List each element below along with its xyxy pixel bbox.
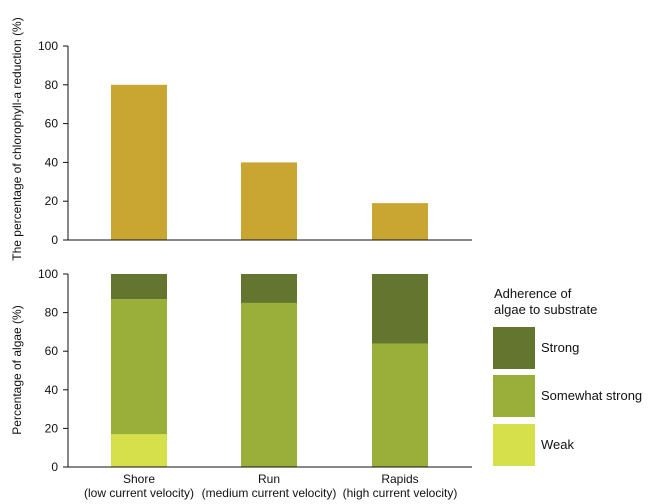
category-label: Rapids (381, 472, 418, 486)
bottom-y-axis-label: Percentage of algae (%) (10, 305, 24, 434)
y-tick-label: 20 (45, 421, 59, 435)
category-labels: Shore(low current velocity) Run(medium cu… (84, 472, 457, 500)
bar-segment-shore-somewhat-strong (111, 299, 167, 435)
bar-rapids (372, 203, 428, 240)
category-label: Shore (123, 472, 155, 486)
y-tick-label: 40 (45, 155, 59, 169)
category-label: Run (258, 472, 280, 486)
legend-title-line-2: algae to substrate (494, 302, 597, 317)
legend-label-somewhat-strong: Somewhat strong (541, 388, 642, 403)
bar-segment-rapids-strong (372, 274, 428, 344)
y-tick-label: 0 (51, 233, 58, 247)
bar-shore (111, 84, 167, 240)
chart-top: The percentage of chlorophyll-a reductio… (10, 17, 472, 261)
legend-label-strong: Strong (541, 340, 579, 355)
y-tick-label: 100 (38, 39, 58, 53)
bar-segment-shore-weak (111, 434, 167, 467)
legend-swatch-strong (493, 327, 535, 369)
bar-segment-run-somewhat-strong (241, 302, 297, 467)
category-sublabel: (medium current velocity) (202, 486, 337, 500)
bottom-bars (111, 274, 428, 467)
top-y-axis-label: The percentage of chlorophyll-a reductio… (10, 17, 24, 260)
top-y-ticks: 0 20 40 60 80 100 (38, 39, 68, 247)
y-tick-label: 60 (45, 117, 59, 131)
legend-title-line-1: Adherence of (494, 286, 572, 301)
y-tick-label: 20 (45, 194, 59, 208)
y-tick-label: 60 (45, 344, 59, 358)
legend-label-weak: Weak (541, 437, 574, 452)
y-tick-label: 100 (38, 267, 58, 281)
category-sublabel: (low current velocity) (84, 486, 194, 500)
legend-swatch-weak (493, 424, 535, 466)
category-sublabel: (high current velocity) (343, 486, 458, 500)
chart-bottom: Percentage of algae (%) 0 20 40 60 80 100 Sho… (10, 267, 472, 500)
y-tick-label: 80 (45, 306, 59, 320)
y-tick-label: 80 (45, 78, 59, 92)
bar-run (241, 162, 297, 240)
bar-segment-rapids-somewhat-strong (372, 343, 428, 467)
y-tick-label: 40 (45, 383, 59, 397)
bar-segment-run-strong (241, 274, 297, 303)
top-bars (111, 84, 428, 240)
bar-segment-shore-strong (111, 274, 167, 300)
legend: Adherence of algae to substrate Strong So… (493, 286, 642, 466)
bottom-y-ticks: 0 20 40 60 80 100 (38, 267, 68, 474)
legend-items: Strong Somewhat strong Weak (493, 327, 642, 466)
legend-swatch-somewhat-strong (493, 375, 535, 417)
y-tick-label: 0 (51, 460, 58, 474)
